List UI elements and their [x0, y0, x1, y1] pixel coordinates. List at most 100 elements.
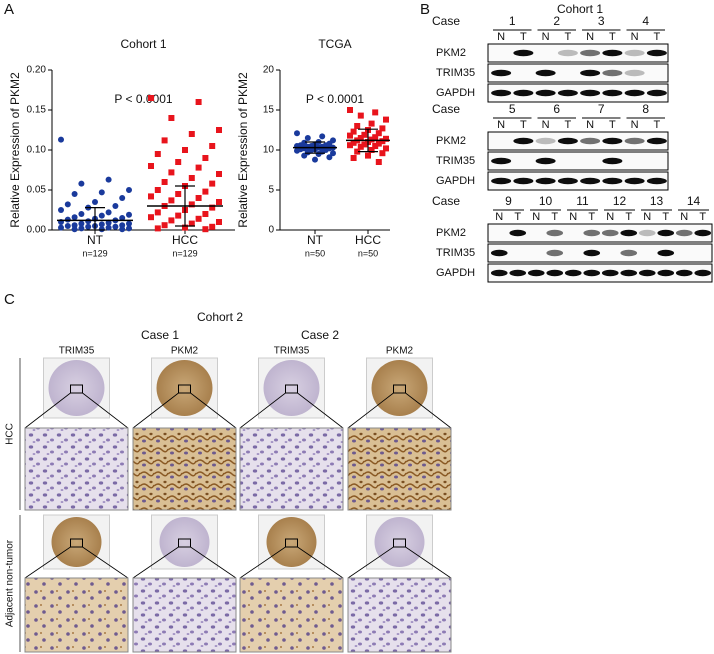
band	[602, 177, 623, 185]
n-label: n=129	[172, 248, 197, 258]
case-label: Case	[432, 14, 460, 28]
point	[315, 151, 322, 157]
n-label: n=129	[82, 248, 107, 258]
band	[657, 249, 675, 257]
point	[347, 132, 353, 139]
point	[119, 226, 126, 233]
y-tick-label: 15	[263, 105, 275, 116]
point	[216, 127, 222, 133]
band	[491, 69, 512, 77]
point	[372, 134, 379, 141]
y-tick-label: 0	[268, 225, 274, 236]
band	[546, 229, 564, 237]
zoom-line	[132, 546, 179, 579]
lane-label: T	[551, 211, 558, 223]
case-number: 6	[553, 102, 560, 116]
tissue-label: HCC	[5, 423, 16, 445]
y-tick-label: 0.00	[27, 225, 47, 236]
point	[148, 214, 154, 221]
point	[126, 225, 132, 232]
zoom-line	[405, 546, 452, 579]
point	[354, 123, 361, 129]
row-label: GAPDH	[436, 87, 475, 99]
blot-frame	[487, 131, 669, 151]
band	[624, 177, 645, 185]
point	[312, 156, 318, 163]
lane-label: N	[643, 211, 651, 223]
point	[64, 223, 71, 229]
point	[368, 147, 375, 153]
point	[98, 226, 105, 233]
point	[188, 220, 195, 227]
band	[546, 249, 564, 257]
micrograph	[239, 577, 344, 653]
band	[624, 49, 645, 57]
x-tick-label: HCC	[355, 233, 381, 247]
point	[85, 223, 92, 230]
zoom-box	[285, 538, 298, 548]
band	[527, 269, 545, 277]
point	[202, 211, 209, 217]
row-label: PKM2	[436, 135, 466, 147]
point	[154, 151, 161, 157]
band	[513, 49, 534, 57]
point	[330, 150, 336, 157]
y-tick-label: 20	[263, 65, 275, 76]
lane-label: T	[654, 31, 661, 43]
tissue-core	[266, 517, 317, 567]
point	[361, 141, 368, 148]
band	[601, 229, 619, 237]
y-tick-label: 10	[263, 145, 275, 156]
row-label: TRIM35	[436, 247, 475, 259]
point	[105, 176, 112, 183]
point	[154, 209, 161, 216]
point	[379, 150, 386, 157]
point	[294, 147, 300, 154]
point	[148, 193, 154, 200]
case-number: 3	[598, 14, 605, 28]
stain-label: PKM2	[386, 346, 414, 357]
zoom-box	[393, 384, 406, 394]
point	[347, 142, 353, 149]
point	[294, 130, 300, 137]
case-number: 1	[509, 14, 516, 28]
x-tick-label: HCC	[172, 233, 198, 247]
row-label: PKM2	[436, 227, 466, 239]
point	[71, 214, 78, 221]
band	[638, 229, 656, 237]
point	[326, 154, 333, 161]
point	[161, 179, 168, 185]
lane-label: T	[514, 211, 521, 223]
point	[168, 169, 175, 176]
band	[535, 137, 556, 145]
point	[209, 204, 216, 211]
case-label: Case	[432, 194, 460, 208]
point	[372, 143, 379, 149]
point	[209, 223, 216, 230]
point	[375, 130, 382, 137]
point	[202, 155, 209, 161]
zoom-line	[347, 392, 394, 429]
point	[126, 211, 132, 218]
point	[71, 226, 78, 233]
point	[168, 217, 175, 224]
tissue-core	[263, 360, 320, 416]
lane-label: T	[520, 31, 527, 43]
zoom-line	[24, 392, 71, 429]
band	[509, 269, 527, 277]
zoom-box	[70, 538, 83, 548]
annotation: P < 0.0001	[306, 92, 364, 106]
point	[154, 225, 161, 232]
point	[112, 203, 119, 209]
point	[126, 187, 132, 193]
chart-title: Cohort 1	[120, 37, 166, 51]
lane-label: T	[520, 119, 527, 131]
point	[168, 197, 175, 204]
tissue-core	[159, 517, 210, 567]
point	[85, 218, 92, 225]
lane-label: N	[542, 119, 550, 131]
point	[175, 212, 182, 219]
y-tick-label: 0.15	[27, 105, 47, 116]
point	[379, 138, 386, 145]
case-title: Case 2	[301, 328, 339, 342]
